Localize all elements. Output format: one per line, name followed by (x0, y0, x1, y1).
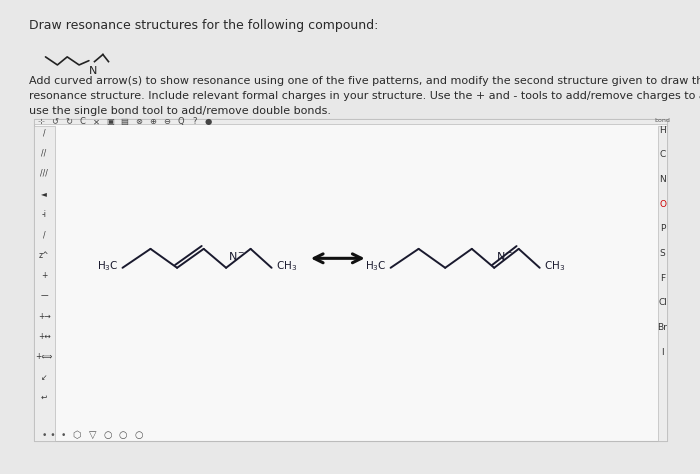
Text: • •: • • (42, 431, 56, 439)
Text: /: / (43, 128, 46, 137)
Text: N: N (659, 175, 666, 184)
Text: ⬡: ⬡ (73, 430, 81, 440)
Text: CH$_3$: CH$_3$ (276, 259, 297, 273)
Text: bond: bond (654, 118, 671, 123)
Text: +↔: +↔ (38, 332, 50, 341)
Text: C: C (659, 151, 666, 159)
Text: ⊕: ⊕ (149, 118, 156, 126)
Text: ○: ○ (134, 430, 143, 440)
Text: ◄: ◄ (41, 190, 47, 198)
Text: N: N (89, 66, 97, 76)
Text: O: O (659, 200, 666, 209)
Bar (34, 118, 667, 441)
Text: +→: +→ (38, 312, 50, 320)
Text: ▣: ▣ (106, 118, 115, 126)
Text: C: C (80, 118, 85, 126)
Text: resonance structure. Include relevant formal charges in your structure. Use the : resonance structure. Include relevant fo… (29, 91, 700, 101)
Text: ↙: ↙ (41, 373, 48, 382)
Text: N$^-$: N$^-$ (496, 250, 514, 262)
Text: z^: z^ (39, 251, 49, 259)
Text: ✕: ✕ (93, 118, 100, 126)
Text: +: + (41, 271, 48, 280)
Text: Draw resonance structures for the following compound:: Draw resonance structures for the follow… (29, 19, 379, 32)
Text: Add curved arrow(s) to show resonance using one of the five patterns, and modify: Add curved arrow(s) to show resonance us… (29, 76, 700, 86)
Text: Br: Br (657, 323, 668, 332)
Bar (658, 126, 667, 441)
Text: CH$_3$: CH$_3$ (544, 259, 565, 273)
Text: N$^-$: N$^-$ (228, 250, 246, 262)
Text: F: F (660, 274, 665, 283)
Text: ○: ○ (104, 430, 112, 440)
Text: P: P (660, 225, 665, 233)
Text: /: / (43, 230, 46, 239)
Text: //: // (41, 149, 47, 157)
Text: •: • (60, 431, 66, 439)
Text: ⊗: ⊗ (135, 118, 142, 126)
Text: +⟺: +⟺ (36, 353, 52, 361)
Text: H$_3$C: H$_3$C (97, 259, 118, 273)
Text: ///: /// (40, 169, 48, 178)
Text: use the single bond tool to add/remove double bonds.: use the single bond tool to add/remove d… (29, 106, 331, 116)
Text: ↻: ↻ (65, 118, 72, 126)
Text: ●: ● (205, 118, 212, 126)
Text: ⊹: ⊹ (37, 118, 44, 126)
Text: ↩: ↩ (41, 393, 48, 402)
Bar (34, 126, 55, 441)
Text: H$_3$C: H$_3$C (365, 259, 386, 273)
Text: ▽: ▽ (89, 430, 96, 440)
Text: H: H (659, 126, 666, 135)
Text: Q: Q (177, 118, 184, 126)
Text: ○: ○ (119, 430, 127, 440)
Bar (34, 118, 667, 124)
Text: ↺: ↺ (51, 118, 58, 126)
Text: ▤: ▤ (120, 118, 129, 126)
Text: Cl: Cl (658, 299, 667, 307)
Text: S: S (659, 249, 666, 258)
Text: —: — (41, 292, 48, 300)
Text: -i: -i (41, 210, 47, 219)
Text: I: I (662, 348, 664, 356)
Text: ?: ? (193, 118, 197, 126)
Text: ⊖: ⊖ (163, 118, 170, 126)
